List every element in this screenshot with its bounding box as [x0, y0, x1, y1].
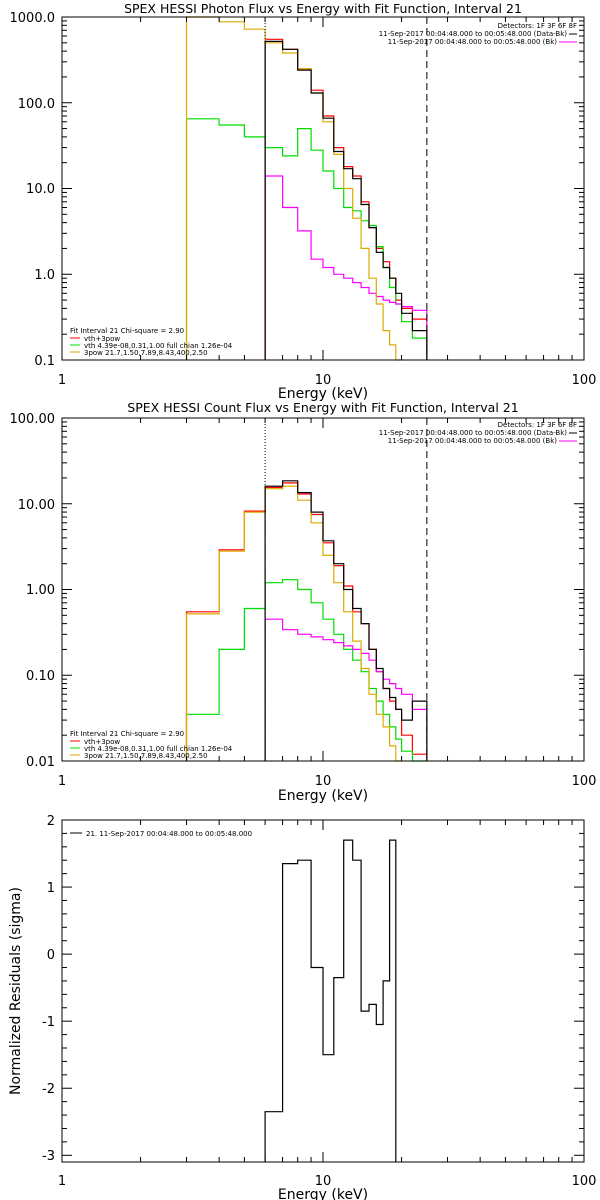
series-line-0: [264, 839, 397, 1162]
plot-title: SPEX HESSI Photon Flux vs Energy with Fi…: [124, 1, 522, 16]
series-line-0: [264, 38, 428, 360]
legend-label: 3pow 21.7,1.50,7.89,8.43,400,2.50: [84, 752, 208, 760]
y-tick-label: 0: [47, 948, 55, 963]
tick-labels: 1 10 100 0.1 1.0 10.0 100.0 1000.0: [10, 11, 597, 388]
legend-label: vth+3pow: [84, 335, 120, 343]
legend: 21. 11-Sep-2017 00:04:48.000 to 00:05:48…: [70, 830, 252, 838]
series-line-3: [185, 485, 402, 762]
legend-header: Fit Interval 21 Chi-square = 2.90: [70, 327, 184, 335]
plot-frame: [61, 417, 585, 762]
series-line-1: [185, 118, 428, 360]
x-tick-label: 1: [58, 373, 66, 388]
info-line: 11-Sep-2017 00:04:48.000 to 00:05:48.000…: [388, 38, 558, 46]
series-line-4: [264, 480, 428, 761]
legend-label: vth 4.39e-08,0.31,1.00 full chian 1.26e-…: [84, 745, 233, 753]
y-tick-label: 1.00: [26, 583, 55, 598]
panel-residuals: 1 10 100 -3 -2 -1 0 1 2 Normalized Resid…: [8, 814, 596, 1200]
y-tick-label: 0.01: [26, 755, 55, 770]
y-tick-label: -1: [42, 1015, 55, 1030]
x-tick-label: 100: [572, 373, 597, 388]
y-tick-label: -2: [42, 1082, 55, 1097]
y-tick-label: 100.00: [10, 412, 56, 427]
series-line-1: [185, 579, 427, 762]
y-tick-label: 1: [47, 881, 55, 896]
series-line-4: [264, 40, 428, 360]
panel-count-flux: SPEX HESSI Count Flux vs Energy with Fit…: [10, 400, 597, 804]
y-tick-label: 100.0: [18, 97, 55, 112]
y-tick-label: 10.00: [18, 498, 55, 513]
info-line: 11-Sep-2017 00:04:48.000 to 00:05:48.000…: [379, 30, 568, 38]
x-axis-title: Energy (keV): [278, 1187, 368, 1200]
y-tick-label: 2: [47, 814, 55, 829]
legend: Fit Interval 21 Chi-square = 2.90 vth+3p…: [70, 730, 233, 760]
y-tick-label: 1000.0: [10, 11, 56, 26]
series-line-2: [264, 618, 428, 761]
x-axis-title: Energy (keV): [278, 788, 368, 804]
x-tick-label: 10: [315, 1174, 332, 1189]
y-tick-label: -3: [42, 1149, 55, 1164]
info-line: Detectors: 1F 3F 6F 8F: [498, 22, 577, 30]
y-tick-label: 0.10: [26, 669, 55, 684]
legend-label: 3pow 21.7,1.50,7.89,8.43,400,2.50: [84, 349, 208, 357]
legend-label: 21. 11-Sep-2017 00:04:48.000 to 00:05:48…: [86, 830, 252, 838]
info-block: Detectors: 1F 3F 6F 8F 11-Sep-2017 00:04…: [379, 421, 577, 445]
legend-header: Fit Interval 21 Chi-square = 2.90: [70, 730, 184, 738]
x-tick-label: 100: [572, 774, 597, 789]
series-line-3: [185, 16, 402, 361]
x-tick-label: 1: [58, 1174, 66, 1189]
panel-photon-flux: SPEX HESSI Photon Flux vs Energy with Fi…: [10, 1, 597, 402]
plot-frame: [61, 16, 585, 361]
x-axis-title: Energy (keV): [278, 386, 368, 402]
y-tick-label: 0.1: [34, 354, 55, 369]
tick-labels: 1 10 100 -3 -2 -1 0 1 2: [42, 814, 596, 1189]
y-tick-label: 1.0: [34, 268, 55, 283]
info-line: Detectors: 1F 3F 6F 8F: [498, 421, 577, 429]
x-tick-label: 1: [58, 774, 66, 789]
info-block: Detectors: 1F 3F 6F 8F 11-Sep-2017 00:04…: [379, 22, 577, 46]
plot-title: SPEX HESSI Count Flux vs Energy with Fit…: [127, 400, 518, 415]
x-tick-label: 10: [315, 373, 332, 388]
info-line: 11-Sep-2017 00:04:48.000 to 00:05:48.000…: [379, 429, 568, 437]
x-tick-label: 100: [572, 1174, 597, 1189]
legend-label: vth 4.39e-08,0.31,1.00 full chian 1.26e-…: [84, 342, 233, 350]
legend: Fit Interval 21 Chi-square = 2.90 vth+3p…: [70, 327, 233, 357]
tick-labels: 1 10 100 0.01 0.10 1.00 10.00 100.00: [10, 412, 597, 789]
info-line: 11-Sep-2017 00:04:48.000 to 00:05:48.000…: [388, 437, 558, 445]
series-line-2: [264, 175, 428, 360]
y-tick-label: 10.0: [26, 182, 55, 197]
legend-label: vth+3pow: [84, 738, 120, 746]
y-axis-title: Normalized Residuals (sigma): [8, 887, 24, 1095]
series-line-0: [185, 482, 428, 761]
x-tick-label: 10: [315, 774, 332, 789]
